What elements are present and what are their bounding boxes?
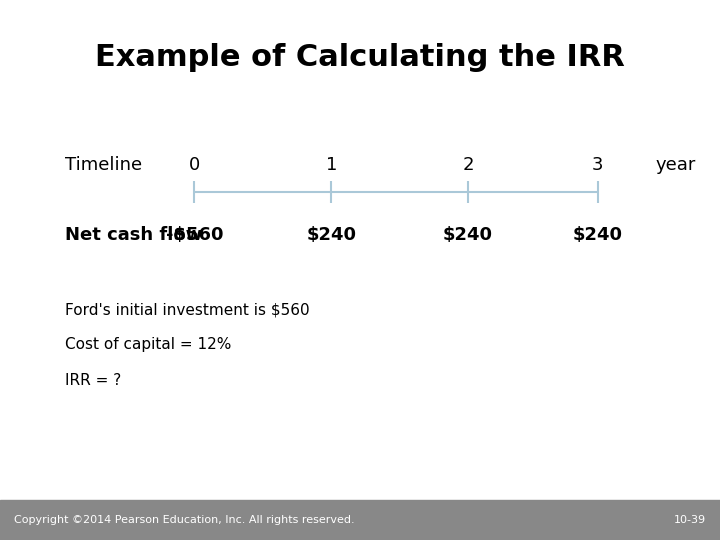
Bar (0, 500, 720, 540)
Text: 2: 2 (462, 156, 474, 174)
Text: -$560: -$560 (166, 226, 223, 244)
Text: Timeline: Timeline (65, 156, 142, 174)
Text: IRR = ?: IRR = ? (65, 373, 121, 388)
Text: Net cash flow: Net cash flow (65, 226, 202, 244)
Text: year: year (655, 156, 696, 174)
Text: Example of Calculating the IRR: Example of Calculating the IRR (95, 43, 625, 72)
Text: $240: $240 (572, 226, 623, 244)
Text: Copyright ©2014 Pearson Education, Inc. All rights reserved.: Copyright ©2014 Pearson Education, Inc. … (14, 515, 355, 525)
Text: 10-39: 10-39 (673, 515, 706, 525)
Text: 1: 1 (325, 156, 337, 174)
Text: Ford's initial investment is $560: Ford's initial investment is $560 (65, 302, 310, 318)
Text: Cost of capital = 12%: Cost of capital = 12% (65, 338, 231, 353)
Text: $240: $240 (306, 226, 356, 244)
Text: $240: $240 (443, 226, 493, 244)
Text: 0: 0 (189, 156, 200, 174)
Text: 3: 3 (592, 156, 603, 174)
